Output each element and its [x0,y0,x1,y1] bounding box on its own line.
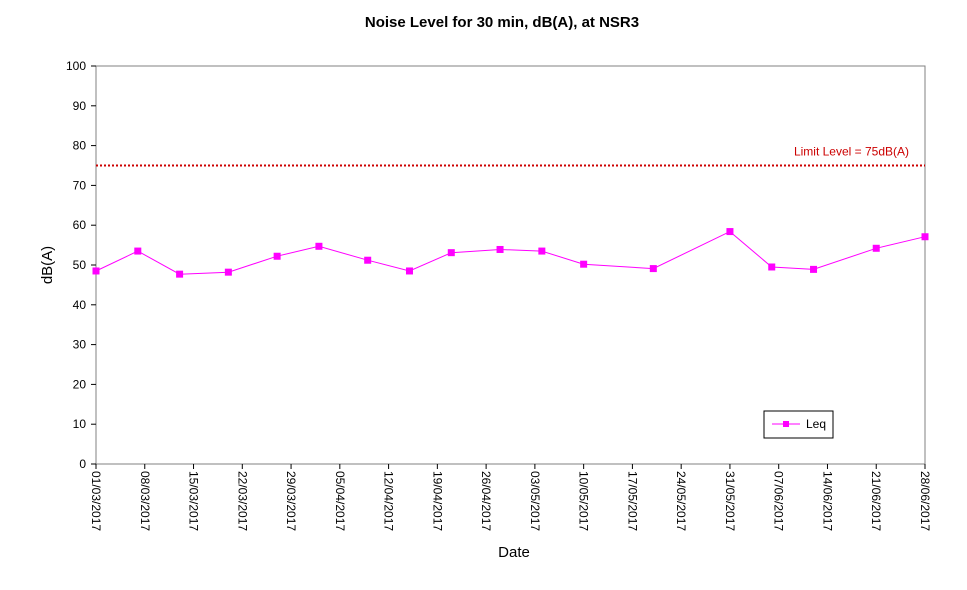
data-point [768,263,776,271]
series-layer [92,228,929,278]
y-tick-label: 80 [73,139,87,153]
y-tick-label: 90 [73,99,87,113]
data-point [134,247,142,255]
y-tick-label: 60 [73,218,87,232]
chart-title: Noise Level for 30 min, dB(A), at NSR3 [365,14,639,31]
data-point [92,267,100,275]
data-point [810,265,818,273]
x-tick-label: 01/03/2017 [89,471,103,531]
x-axis-label: Date [498,544,530,561]
y-tick-label: 40 [73,298,87,312]
data-point [447,249,455,257]
x-tick-label: 22/03/2017 [235,471,249,531]
data-point [649,265,657,273]
x-tick-label: 21/06/2017 [869,471,883,531]
y-axis: 0 10 20 30 40 50 60 70 80 90 100 [66,59,96,471]
x-tick-label: 08/03/2017 [138,471,152,531]
data-point [538,247,546,255]
limit-level-label: Limit Level = 75dB(A) [794,145,909,159]
y-tick-label: 0 [79,457,86,471]
y-tick-label: 50 [73,258,87,272]
data-point [176,270,184,278]
x-tick-label: 28/06/2017 [918,471,932,531]
x-axis: 01/03/2017 08/03/2017 15/03/2017 22/03/2017… [89,464,932,531]
y-tick-label: 10 [73,417,87,431]
series-line-leq [95,231,926,275]
data-point [580,260,588,268]
plot-area [95,65,926,465]
x-tick-label: 19/04/2017 [430,471,444,531]
data-point [726,228,734,236]
data-point [496,245,504,253]
data-point [315,242,323,250]
data-point [224,268,232,276]
data-point [405,267,413,275]
data-point [364,256,372,264]
x-tick-label: 03/05/2017 [528,471,542,531]
data-point [921,233,929,241]
x-tick-label: 24/05/2017 [674,471,688,531]
y-tick-label: 70 [73,178,87,192]
data-point [273,252,281,260]
x-tick-label: 26/04/2017 [479,471,493,531]
legend: Leq [763,410,834,439]
data-point [872,244,880,252]
y-axis-label: dB(A) [39,246,56,284]
x-tick-label: 29/03/2017 [284,471,298,531]
x-tick-label: 07/06/2017 [772,471,786,531]
x-tick-label: 10/05/2017 [577,471,591,531]
y-tick-label: 30 [73,338,87,352]
legend-marker-swatch [783,421,789,427]
x-tick-label: 12/04/2017 [382,471,396,531]
x-tick-label: 15/03/2017 [187,471,201,531]
limit-level-group: Limit Level = 75dB(A) [96,145,925,167]
x-tick-label: 05/04/2017 [333,471,347,531]
legend-label-leq: Leq [806,417,826,431]
y-tick-label: 100 [66,59,86,73]
x-tick-label: 31/05/2017 [723,471,737,531]
x-tick-label: 17/05/2017 [625,471,639,531]
y-tick-label: 20 [73,377,87,391]
x-tick-label: 14/06/2017 [820,471,834,531]
